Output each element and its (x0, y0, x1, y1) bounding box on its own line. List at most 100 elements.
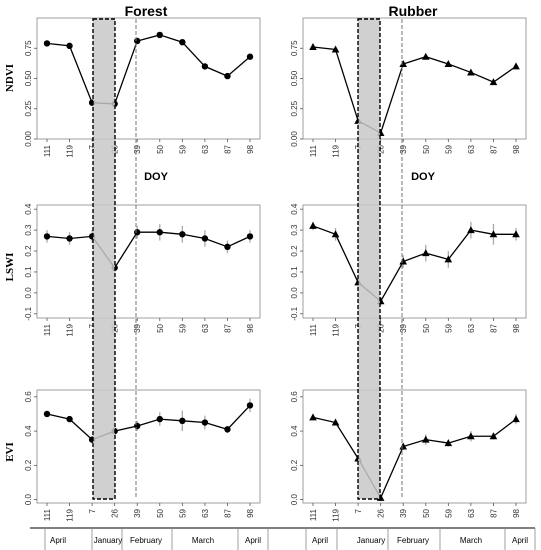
forest-lswi-xtick-label: 119 (66, 323, 75, 336)
forest-shade-band (92, 18, 116, 500)
rubber-lswi-ytick-label: 0.4 (290, 203, 299, 215)
rubber-lswi-point (421, 249, 430, 257)
forest-evi-point (134, 422, 141, 430)
rubber-lswi-point (489, 230, 498, 238)
rubber-lswi-xtick-label: 98 (512, 323, 521, 332)
rubber-lswi-xtick-label: 39 (399, 323, 408, 332)
forest-lswi-xtick-label: 59 (178, 323, 187, 332)
doy-label-forest: DOY (144, 171, 169, 183)
rubber-evi-xtick-label: 7 (354, 508, 363, 513)
rubber-evi-point (512, 415, 520, 423)
rubber-evi-ytick-label: 0.4 (290, 425, 299, 437)
rubber-ndvi-xtick-label: 87 (489, 144, 498, 153)
rubber-lswi-point (467, 226, 475, 234)
forest-evi-point (224, 426, 231, 433)
forest-lswi-xtick-label: 87 (223, 323, 232, 332)
rubber-lswi-frame (302, 204, 527, 319)
rubber-evi-point (399, 442, 408, 450)
rubber-lswi-xtick-label: 26 (377, 323, 386, 332)
forest-ndvi-xtick-label: 50 (156, 144, 165, 153)
forest-evi-xtick-label: 26 (111, 508, 120, 517)
rubber-lswi-ytick-label: 0.2 (290, 245, 299, 257)
forest-ndvi-xtick-label: 119 (66, 144, 75, 157)
rubber-evi-xtick-label: 111 (309, 508, 318, 521)
forest-ndvi-xtick-label: 98 (246, 144, 255, 153)
rubber-lswi-point (309, 221, 317, 229)
panels: 0.000.250.500.751111197263950596387980.0… (24, 17, 527, 522)
forest-evi-point (156, 415, 163, 423)
forest-month-january: January (94, 536, 122, 545)
forest-lswi-ytick-label: 0.2 (24, 245, 33, 257)
rubber-evi-xtick-label: 63 (467, 508, 476, 517)
forest-lswi-xtick-label: 39 (133, 323, 142, 332)
month-strip: April January February March April April… (30, 527, 536, 550)
forest-ndvi-ytick-label: 0.00 (24, 131, 33, 147)
forest-evi-panel: 0.0 0.2 0.4 0.6 111 119 7 26 39 50 59 63 87 98 (24, 389, 261, 522)
forest-lswi-point (201, 235, 209, 242)
rubber-ndvi-point (512, 62, 520, 70)
forest-lswi-xtick-label: 50 (156, 323, 165, 332)
rubber-lswi-xtick-label: 119 (332, 323, 341, 336)
rubber-month-february: February (397, 536, 429, 545)
forest-ndvi-point (179, 39, 186, 46)
rubber-ndvi-xtick-label: 26 (377, 144, 386, 153)
forest-lswi-point (134, 229, 141, 236)
rubber-lswi-point (444, 255, 453, 263)
forest-evi-xtick-label: 87 (223, 508, 232, 517)
forest-ndvi-point (224, 72, 231, 80)
rubber-ndvi-point (331, 45, 340, 53)
forest-lswi-ytick-label: 0.1 (24, 266, 33, 278)
rubber-lswi-ytick-label: 0.1 (290, 266, 299, 278)
forest-evi-ytick-label: 0.6 (24, 391, 33, 403)
rubber-lswi-xtick-label: 87 (489, 323, 498, 332)
rubber-lswi-point (331, 230, 340, 238)
forest-lswi-point (66, 235, 73, 242)
forest-ndvi-point (246, 53, 254, 60)
forest-lswi-ytick-label: 0.3 (24, 224, 33, 236)
rubber-ndvi-point (421, 52, 430, 60)
forest-evi-xtick-label: 7 (88, 508, 97, 513)
forest-lswi-xtick-label: 98 (246, 323, 255, 332)
rubber-lswi-point (512, 230, 520, 238)
forest-evi-xtick-label: 63 (201, 508, 210, 517)
rubber-lswi-xtick-label: 59 (444, 323, 453, 332)
rubber-evi-xtick-label: 26 (377, 508, 386, 517)
rubber-ndvi-series-line (312, 46, 517, 134)
forest-lswi-xtick-label: 63 (201, 323, 210, 332)
rubber-evi-series-line (312, 416, 517, 500)
rubber-ndvi-frame (302, 17, 527, 140)
forest-ndvi-point (134, 37, 141, 45)
forest-evi-point (179, 417, 186, 425)
rubber-evi-point (467, 432, 475, 440)
forest-evi-xtick-label: 39 (133, 508, 142, 517)
forest-lswi-series-line (46, 231, 251, 269)
forest-evi-point (201, 419, 209, 426)
forest-evi-ytick-label: 0.2 (24, 459, 33, 471)
rubber-evi-ytick-label: 0.2 (290, 459, 299, 471)
forest-evi-ytick-label: 0.0 (24, 493, 33, 505)
forest-evi-ytick-label: 0.4 (24, 425, 33, 437)
rubber-ndvi-point (309, 43, 317, 51)
forest-evi-xtick-label: 111 (43, 508, 52, 521)
forest-lswi-point (156, 229, 163, 236)
overlay (92, 18, 403, 500)
forest-lswi-point (246, 233, 254, 240)
rubber-evi-xtick-label: 87 (489, 508, 498, 517)
rubber-shade-band (357, 18, 381, 500)
rubber-lswi-point (399, 257, 408, 265)
forest-ndvi-ytick-label: 0.50 (24, 70, 33, 86)
rubber-lswi-xtick-label: 63 (467, 323, 476, 332)
forest-lswi-point (224, 243, 231, 251)
forest-ndvi-ytick-label: 0.75 (24, 40, 33, 56)
forest-evi-point (43, 410, 51, 418)
rubber-evi-panel: 0.0 0.2 0.4 0.6 111 119 7 26 39 50 59 63 87 98 (290, 389, 527, 522)
rubber-month-april: April (312, 536, 328, 545)
rubber-ndvi-xtick-label: 59 (444, 144, 453, 153)
forest-lswi-panel: -0.10.00.10.20.30.4111119726395059638798 (24, 203, 261, 337)
forest-evi-frame (36, 389, 261, 504)
rubber-evi-point (309, 413, 317, 421)
rubber-ndvi-xtick-label: 98 (512, 144, 521, 153)
rubber-evi-xtick-label: 59 (444, 508, 453, 517)
forest-lswi-point (43, 233, 51, 240)
